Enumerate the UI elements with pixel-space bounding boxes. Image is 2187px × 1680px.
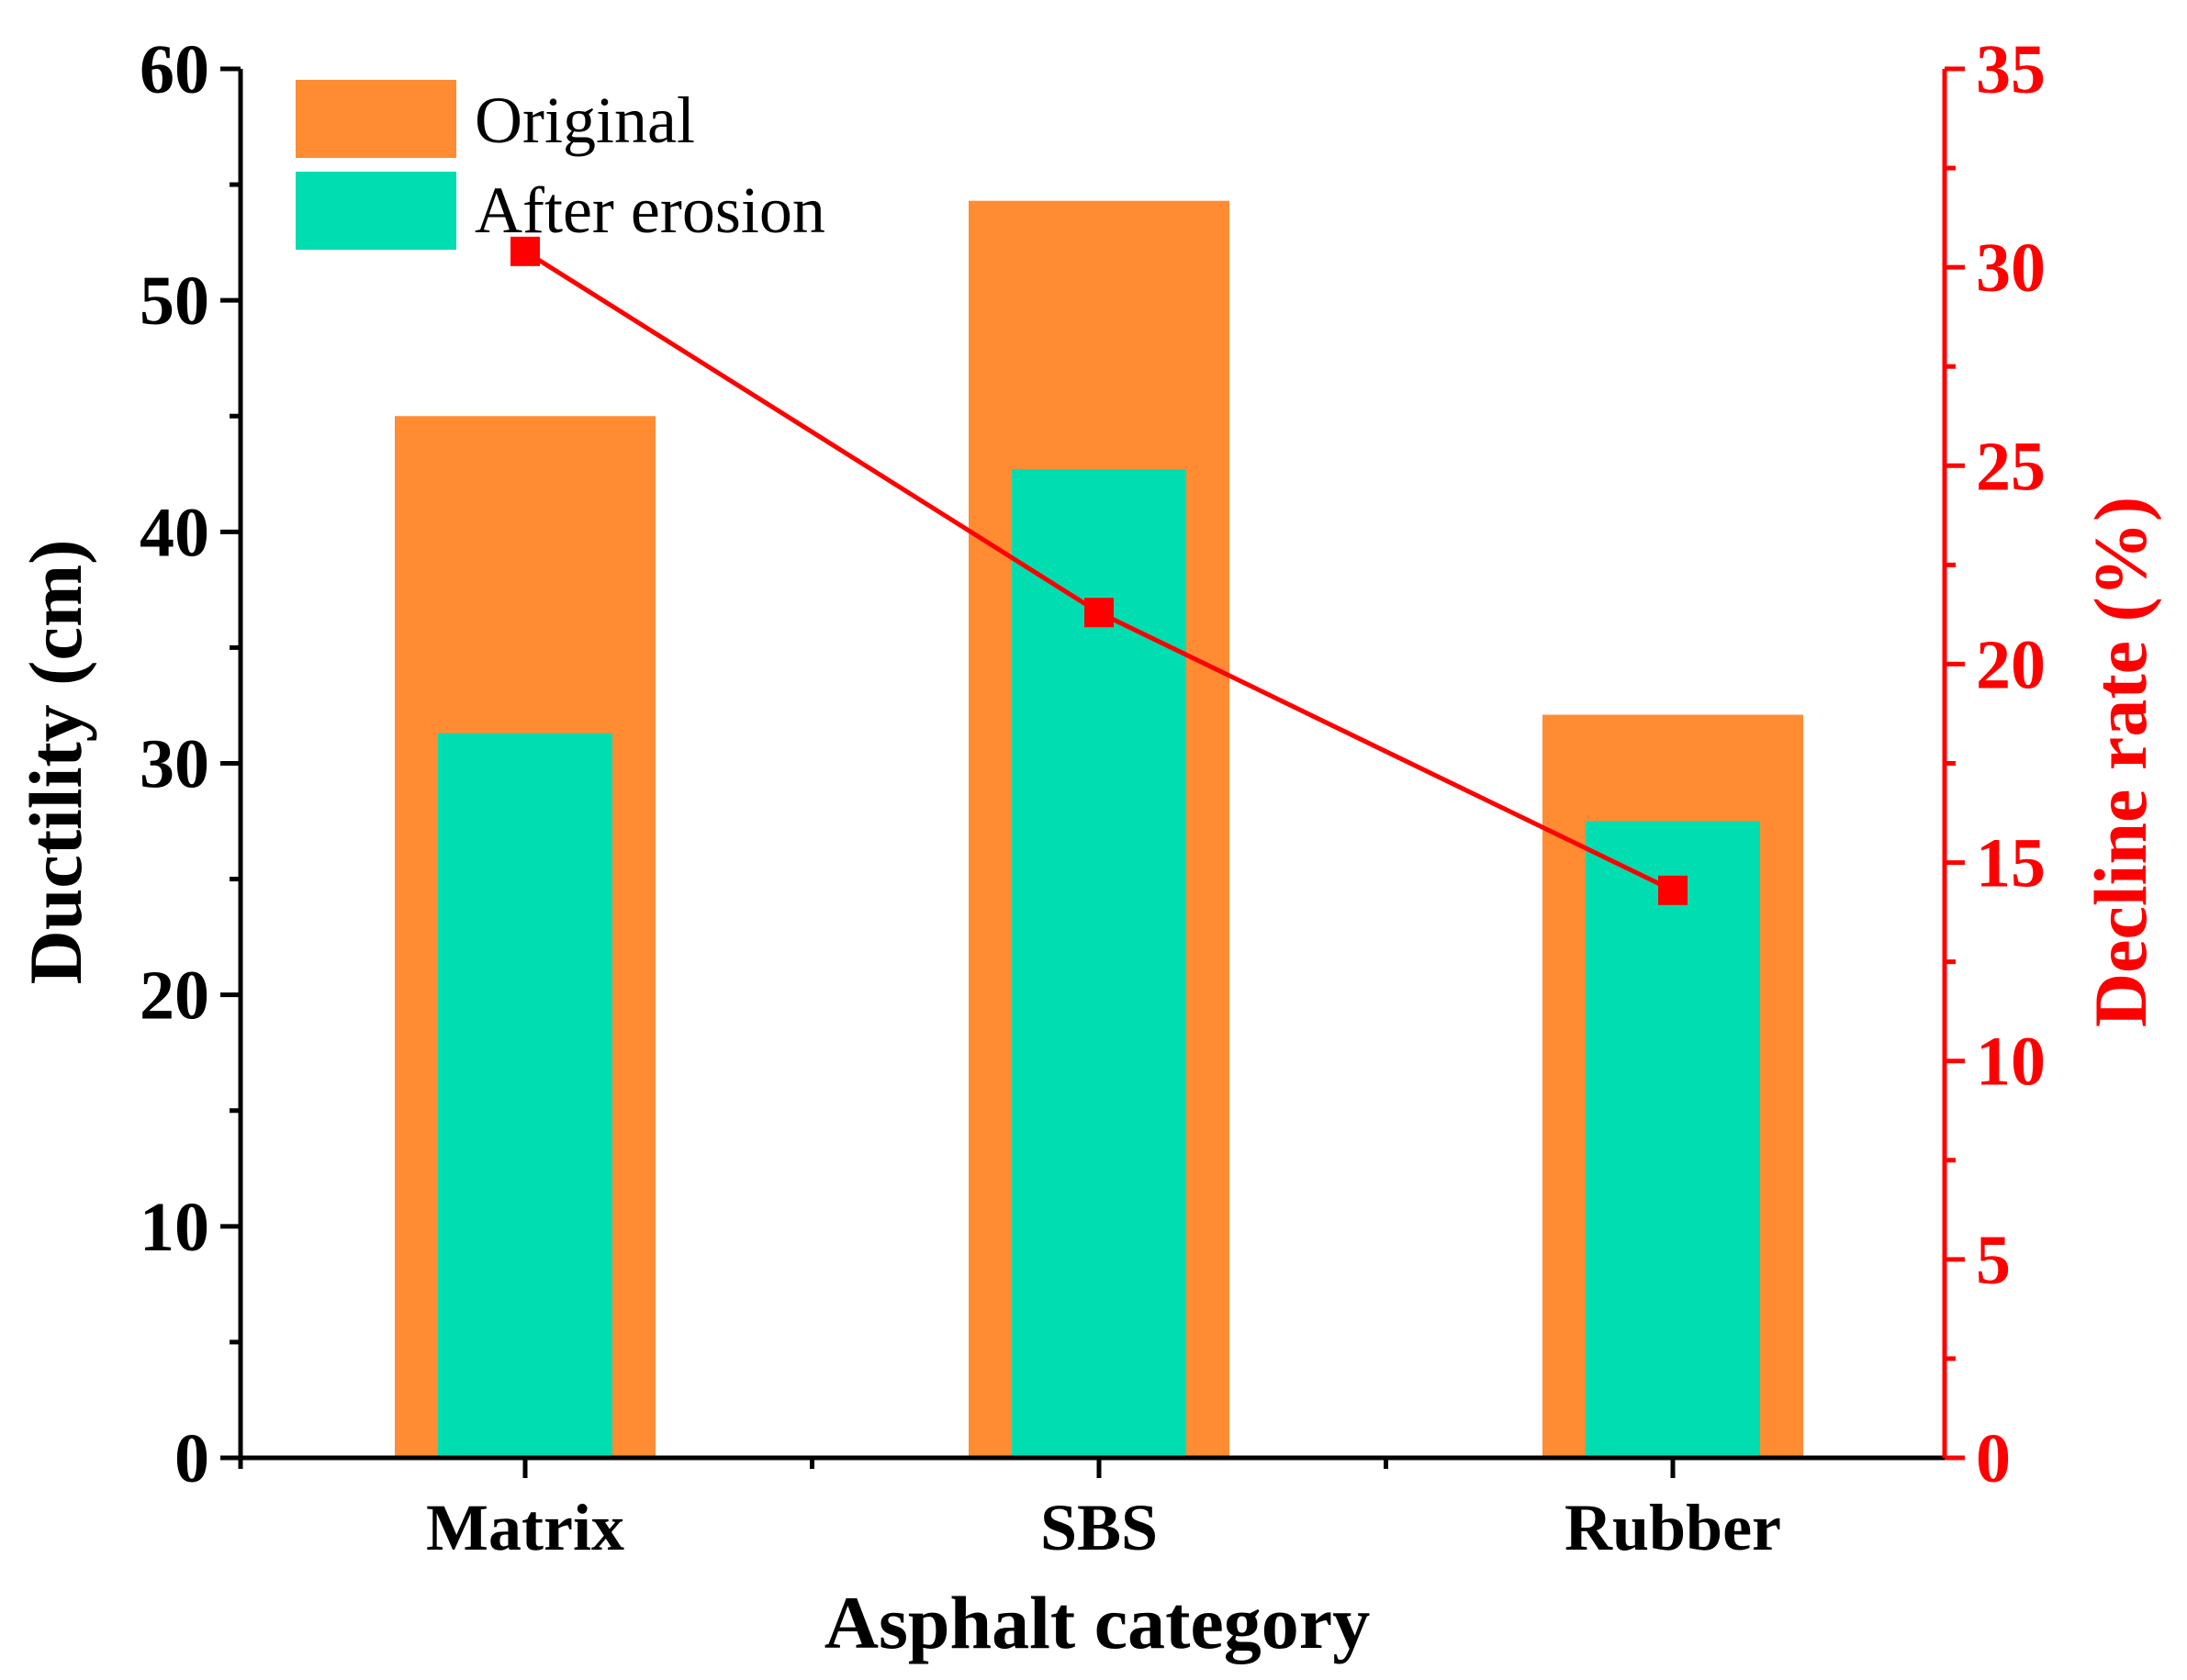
y2-tick-label-0: 0 bbox=[1976, 1420, 2011, 1497]
decline-rate-marker-matrix bbox=[510, 236, 540, 266]
ticks-layer: 0 10 20 30 40 50 60 0 5 10 15 20 25 30 35 Matrix SBS Rubb… bbox=[140, 31, 2046, 1564]
y2-tick-label-10: 10 bbox=[1976, 1024, 2046, 1101]
y2-tick-label-20: 20 bbox=[1976, 626, 2046, 703]
x-tick-label-sbs: SBS bbox=[1040, 1491, 1158, 1564]
legend-swatch-after-erosion bbox=[296, 172, 456, 250]
y2-tick-label-15: 15 bbox=[1976, 825, 2046, 902]
legend-swatch-original bbox=[296, 80, 456, 158]
y2-tick-label-5: 5 bbox=[1976, 1222, 2011, 1299]
bars-layer bbox=[395, 200, 1803, 1459]
y-axis-title: Ductility (cm) bbox=[14, 540, 97, 985]
y-tick-label-30: 30 bbox=[140, 726, 209, 803]
decline-rate-layer bbox=[510, 236, 1688, 905]
x-tick-label-matrix: Matrix bbox=[426, 1491, 624, 1564]
y2-axis-title: Decline rate (%) bbox=[2079, 497, 2162, 1027]
y-tick-label-10: 10 bbox=[140, 1189, 209, 1266]
y-tick-label-60: 60 bbox=[140, 31, 209, 108]
bar-after-erosion-matrix bbox=[438, 733, 612, 1458]
x-tick-label-rubber: Rubber bbox=[1565, 1491, 1781, 1564]
y2-tick-label-35: 35 bbox=[1976, 31, 2046, 108]
bar-after-erosion-sbs bbox=[1012, 469, 1186, 1459]
legend-label-after-erosion: After erosion bbox=[475, 174, 825, 247]
y-tick-label-0: 0 bbox=[174, 1420, 209, 1497]
y-tick-label-20: 20 bbox=[140, 958, 209, 1035]
y-tick-label-50: 50 bbox=[140, 263, 209, 340]
legend-label-original: Original bbox=[475, 84, 695, 157]
x-axis-title: Asphalt category bbox=[824, 1581, 1370, 1664]
y2-tick-label-30: 30 bbox=[1976, 230, 2046, 307]
decline-rate-marker-rubber bbox=[1658, 875, 1688, 905]
bar-after-erosion-rubber bbox=[1586, 821, 1760, 1458]
y2-tick-label-25: 25 bbox=[1976, 428, 2046, 505]
y-tick-label-40: 40 bbox=[140, 494, 209, 571]
decline-rate-marker-sbs bbox=[1084, 598, 1114, 628]
legend: Original After erosion bbox=[296, 80, 825, 250]
